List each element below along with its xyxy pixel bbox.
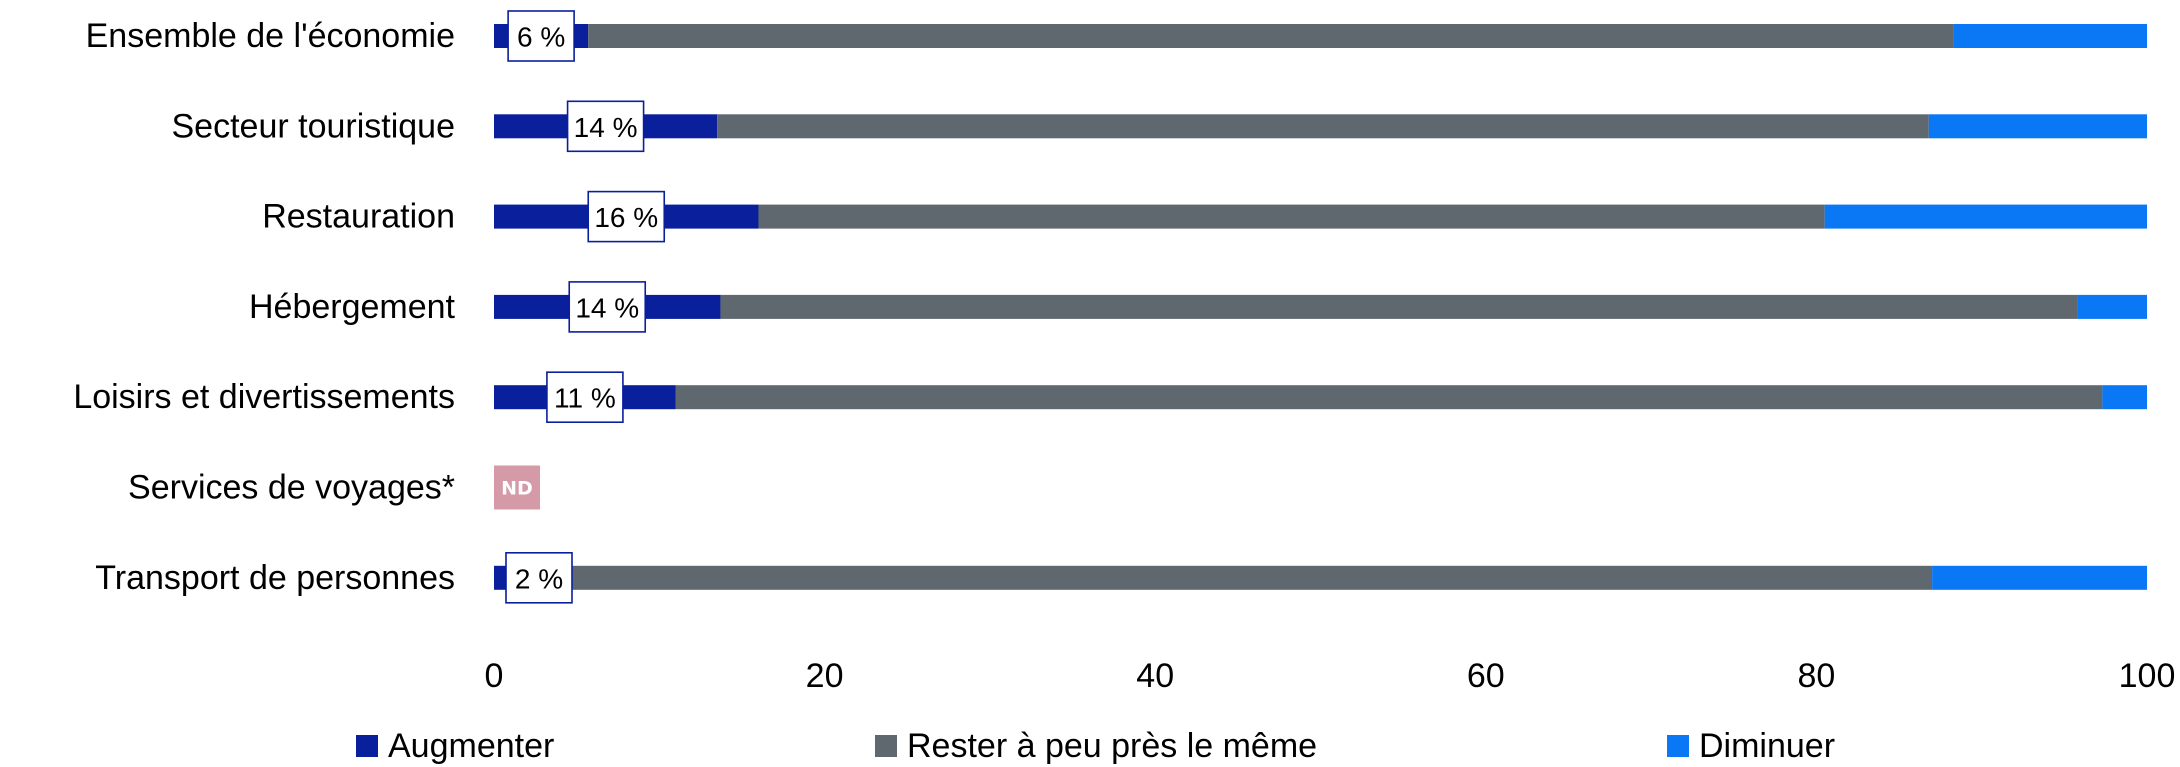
svg-text:16 %: 16 % [594,202,658,233]
legend-item: Augmenter [356,727,554,765]
data-label: 14 % [566,100,645,153]
bar-segment-diminuer [1953,24,2147,48]
bar-segment-rester [588,24,1954,48]
x-tick-label: 0 [485,657,504,695]
category-label: Loisirs et divertissements [73,378,455,416]
data-label: 16 % [587,190,666,243]
data-label: 6 % [507,10,575,62]
legend-item: Rester à peu près le même [875,727,1317,765]
bar-segment-rester [720,294,2078,319]
category-label: Services de voyages* [128,469,455,507]
svg-text:14 %: 14 % [574,112,638,143]
bar-segment-rester [717,114,1929,139]
svg-text:6 %: 6 % [517,22,565,53]
category-label: Secteur touristique [172,107,456,145]
x-tick-label: 80 [1797,657,1835,695]
x-tick-label: 60 [1467,657,1505,695]
legend-swatch [875,735,897,757]
bars: ND [494,24,2147,590]
bar-segment-diminuer [1928,114,2147,139]
legend-label: Augmenter [388,727,554,765]
bar-segment-diminuer [1824,204,2147,229]
legend-label: Rester à peu près le même [907,727,1317,765]
legend-label: Diminuer [1699,727,1835,765]
svg-text:ND: ND [501,478,533,500]
bar-segment-rester [522,565,1933,590]
data-label: 11 % [546,371,624,424]
category-label: Ensemble de l'économie [86,17,455,55]
bar-segment-diminuer [1932,565,2147,590]
legend-swatch [356,735,378,757]
data-labels: 6 % 14 % 16 % 14 % 11 % 2 % [505,10,666,604]
svg-text:11 %: 11 % [554,383,616,414]
bar-segment-diminuer [2102,385,2147,410]
legend-swatch [1667,735,1689,757]
legend: Augmenter Rester à peu près le même Diminu… [356,727,1835,765]
data-label: 2 % [505,551,573,604]
x-tick-label: 20 [806,657,844,695]
category-label: Restauration [262,198,455,236]
data-label: 14 % [568,281,647,333]
x-axis-tick-labels: 0 20 40 60 80 100 [485,657,2176,695]
missing-data-badge: ND [494,465,540,510]
category-label: Hébergement [249,288,456,326]
x-tick-label: 40 [1136,657,1174,695]
bar-segment-diminuer [2077,294,2147,319]
svg-text:14 %: 14 % [575,292,639,323]
bar-segment-rester [758,204,1825,229]
legend-item: Diminuer [1667,727,1835,765]
x-tick-label: 100 [2119,657,2176,695]
svg-text:2 %: 2 % [515,563,563,594]
category-labels: Ensemble de l'économie Secteur touristiqu… [73,17,455,597]
bar-segment-rester [675,385,2103,410]
category-label: Transport de personnes [95,559,455,597]
